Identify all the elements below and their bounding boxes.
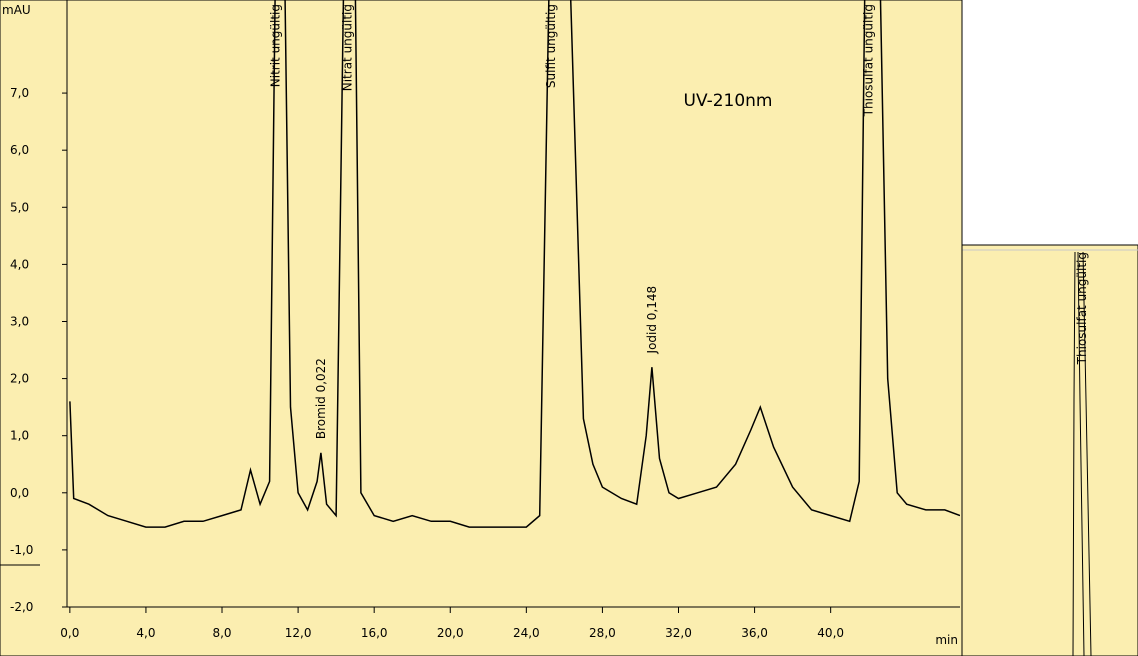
- x-tick-label: 8,0: [212, 626, 231, 640]
- y-axis-label: mAU: [2, 3, 31, 17]
- x-tick-label: 24,0: [513, 626, 540, 640]
- y-tick-label: 2,0: [10, 372, 29, 386]
- peak-label: Thiosulfat ungültig: [862, 4, 876, 117]
- y-tick-label: -2,0: [10, 600, 33, 614]
- peak-label: Bromid 0,022: [314, 358, 328, 439]
- peak-label: Jodid 0,148: [645, 286, 659, 355]
- x-axis-label: min: [935, 633, 958, 647]
- x-tick-label: 20,0: [437, 626, 464, 640]
- plot-area: [69, 0, 960, 528]
- inset-label: Thiosulfat ungültig: [1075, 252, 1089, 365]
- y-tick-label: 0,0: [10, 486, 29, 500]
- x-tick-label: 40,0: [817, 626, 844, 640]
- peak-label: Nitrit ungültig: [268, 4, 282, 87]
- signal-line: [69, 0, 960, 528]
- inset-panel: [961, 244, 1138, 656]
- main-panel: [0, 0, 963, 656]
- x-tick-label: 36,0: [741, 626, 768, 640]
- x-tick-label: 12,0: [285, 626, 312, 640]
- x-tick-label: 28,0: [589, 626, 616, 640]
- peak-label: Nitrat ungültig: [341, 4, 355, 91]
- inset-peak: [1082, 251, 1092, 656]
- chart-title: UV-210nm: [684, 91, 773, 111]
- inset-peak: [1072, 251, 1076, 656]
- x-tick-label: 32,0: [665, 626, 692, 640]
- inset-peak: [1077, 251, 1085, 656]
- y-tick-label: 5,0: [10, 200, 29, 214]
- y-tick-label: 6,0: [10, 143, 29, 157]
- x-tick-label: 16,0: [361, 626, 388, 640]
- x-tick-label: 4,0: [136, 626, 155, 640]
- peak-label: Sulfit ungültig: [544, 4, 558, 88]
- y-tick-label: 1,0: [10, 429, 29, 443]
- y-tick-label: 7,0: [10, 86, 29, 100]
- x-tick-label: 0,0: [60, 626, 79, 640]
- y-tick-label: -1,0: [10, 543, 33, 557]
- y-tick-label: 4,0: [10, 257, 29, 271]
- y-tick-label: 3,0: [10, 314, 29, 328]
